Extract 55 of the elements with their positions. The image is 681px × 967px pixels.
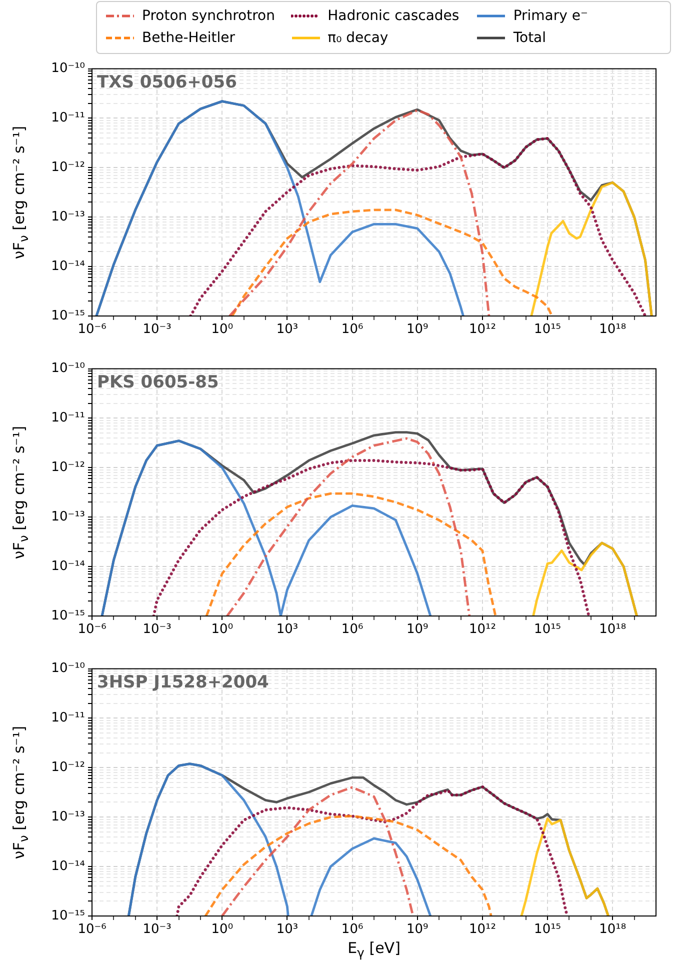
x-tick-label: 10³	[276, 922, 298, 938]
chart-title: 3HSP J1528+2004	[97, 672, 270, 693]
y-tick-label: 10⁻¹⁴	[51, 258, 85, 274]
y-tick-label: 10⁻¹¹	[51, 110, 85, 126]
y-tick-label: 10⁻¹⁰	[51, 361, 85, 376]
x-tick-label: 10⁶	[341, 322, 364, 338]
legend-label: π₀ decay	[328, 30, 388, 46]
y-tick-label: 10⁻¹⁵	[51, 308, 85, 324]
legend-label: Hadronic cascades	[328, 8, 460, 24]
y-tick-label: 10⁻¹⁴	[51, 558, 85, 574]
y-tick-label: 10⁻¹²	[51, 460, 85, 476]
y-tick-label: 10⁻¹³	[51, 809, 85, 824]
x-tick-label: 10⁰	[211, 922, 234, 938]
x-tick-label: 10⁻³	[142, 922, 172, 938]
legend-label: Bethe-Heitler	[142, 30, 236, 46]
x-tick-label: 10⁻⁶	[78, 922, 106, 938]
x-tick-label: 10¹⁵	[534, 922, 562, 938]
y-tick-label: 10⁻¹²	[51, 160, 85, 176]
x-tick-label: 10⁹	[406, 622, 428, 638]
x-tick-label: 10⁰	[211, 622, 234, 638]
y-tick-label: 10⁻¹³	[51, 509, 85, 524]
x-tick-label: 10¹⁸	[599, 922, 626, 938]
y-tick-label: 10⁻¹³	[51, 209, 85, 224]
x-tick-label: 10³	[276, 622, 298, 638]
y-tick-label: 10⁻¹⁵	[51, 908, 85, 924]
chart-title: PKS 0605-85	[97, 372, 219, 393]
x-tick-label: 10¹²	[468, 922, 496, 938]
x-tick-label: 10⁹	[406, 922, 428, 938]
y-tick-label: 10⁻¹²	[51, 760, 85, 776]
x-tick-label: 10⁻⁶	[78, 622, 106, 638]
legend-label: Total	[513, 30, 546, 46]
x-tick-label: 10¹⁵	[534, 322, 562, 338]
y-tick-label: 10⁻¹¹	[51, 410, 85, 426]
legend-label: Primary e⁻	[513, 8, 588, 24]
x-axis-title: E$_{γ}$ [eV]	[348, 939, 400, 960]
x-tick-label: 10⁻⁶	[78, 322, 106, 338]
x-tick-label: 10⁻³	[142, 622, 172, 638]
x-tick-label: 10¹⁸	[599, 622, 626, 638]
legend-label: Proton synchrotron	[142, 8, 275, 24]
x-tick-label: 10⁶	[341, 622, 364, 638]
x-tick-label: 10³	[276, 322, 298, 338]
x-tick-label: 10⁰	[211, 322, 234, 338]
chart-title: TXS 0506+056	[97, 72, 237, 93]
y-tick-label: 10⁻¹⁰	[51, 61, 85, 76]
x-tick-label: 10⁹	[406, 322, 428, 338]
x-tick-label: 10⁻³	[142, 322, 172, 338]
x-tick-label: 10¹²	[468, 622, 496, 638]
y-tick-label: 10⁻¹⁴	[51, 858, 85, 874]
y-tick-label: 10⁻¹⁰	[51, 661, 85, 676]
x-tick-label: 10¹⁵	[534, 622, 562, 638]
y-tick-label: 10⁻¹⁵	[51, 608, 85, 624]
x-tick-label: 10¹²	[468, 322, 496, 338]
x-tick-label: 10¹⁸	[599, 322, 626, 338]
y-tick-label: 10⁻¹¹	[51, 710, 85, 726]
x-tick-label: 10⁶	[341, 922, 364, 938]
